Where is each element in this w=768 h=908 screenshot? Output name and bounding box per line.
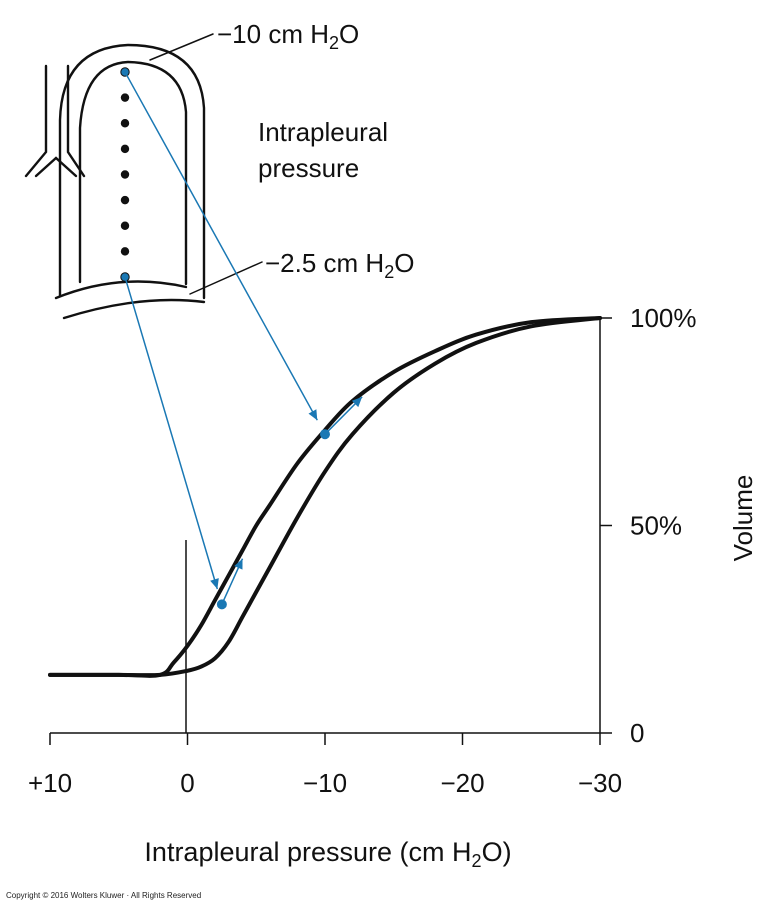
x-tick-label: −20 bbox=[440, 768, 484, 798]
x-ticks: +10 0 −10 −20 −30 bbox=[28, 733, 622, 798]
copyright-notice: Copyright © 2016 Wolters Kluwer · All Ri… bbox=[6, 891, 202, 900]
pleural-dot bbox=[120, 119, 130, 128]
x-tick-label: −30 bbox=[578, 768, 622, 798]
pleural-dot bbox=[120, 221, 130, 230]
airway-right-branch bbox=[66, 64, 86, 178]
airway-carina bbox=[34, 156, 78, 178]
diaphragm-upper bbox=[54, 280, 188, 300]
lung-diagram bbox=[24, 33, 263, 320]
x-tick-label: 0 bbox=[180, 768, 194, 798]
x-tick-label: −10 bbox=[303, 768, 347, 798]
pleural-dot bbox=[120, 144, 130, 154]
inspiration-arrowhead bbox=[234, 558, 243, 570]
leader-arrowhead bbox=[210, 578, 219, 590]
pleural-gradient-dots bbox=[120, 67, 130, 282]
annotations bbox=[124, 71, 363, 610]
pleural-dot bbox=[120, 247, 130, 256]
y-tick-label: 50% bbox=[630, 511, 682, 541]
y-tick-label: 0 bbox=[630, 718, 644, 748]
lung-outer-outline bbox=[58, 43, 206, 300]
axes bbox=[50, 318, 601, 734]
airway-left-branch bbox=[24, 64, 48, 178]
leader-arrowhead bbox=[308, 409, 318, 421]
pressure-leader-line bbox=[124, 71, 318, 421]
diagram-label-line-1: Intrapleural bbox=[258, 117, 388, 147]
diaphragm-lower bbox=[62, 298, 206, 320]
y-ticks: 0 50% 100% bbox=[600, 303, 697, 748]
y-tick-label: 100% bbox=[630, 303, 697, 333]
inspiration-curve bbox=[48, 316, 602, 678]
diagram-label-line-2: pressure bbox=[258, 153, 359, 183]
x-axis-label: Intrapleural pressure (cm H2O) bbox=[144, 837, 511, 871]
pressure-leader-line bbox=[124, 276, 219, 590]
curves bbox=[48, 316, 602, 678]
leader-top bbox=[149, 33, 214, 61]
leader-bottom bbox=[189, 261, 263, 295]
pleural-dot bbox=[120, 195, 130, 205]
lung-inner-outline bbox=[78, 60, 188, 286]
y-axis-label: Volume bbox=[728, 475, 758, 562]
x-tick-label: +10 bbox=[28, 768, 72, 798]
pleural-dot bbox=[120, 170, 130, 179]
annotation-label-top: −10 cm H2O bbox=[217, 19, 359, 53]
inspiration-arrowhead bbox=[351, 396, 363, 408]
pleural-dot bbox=[120, 93, 130, 102]
annotation-label-bottom: −2.5 cm H2O bbox=[265, 248, 414, 282]
expiration-curve bbox=[48, 316, 602, 678]
